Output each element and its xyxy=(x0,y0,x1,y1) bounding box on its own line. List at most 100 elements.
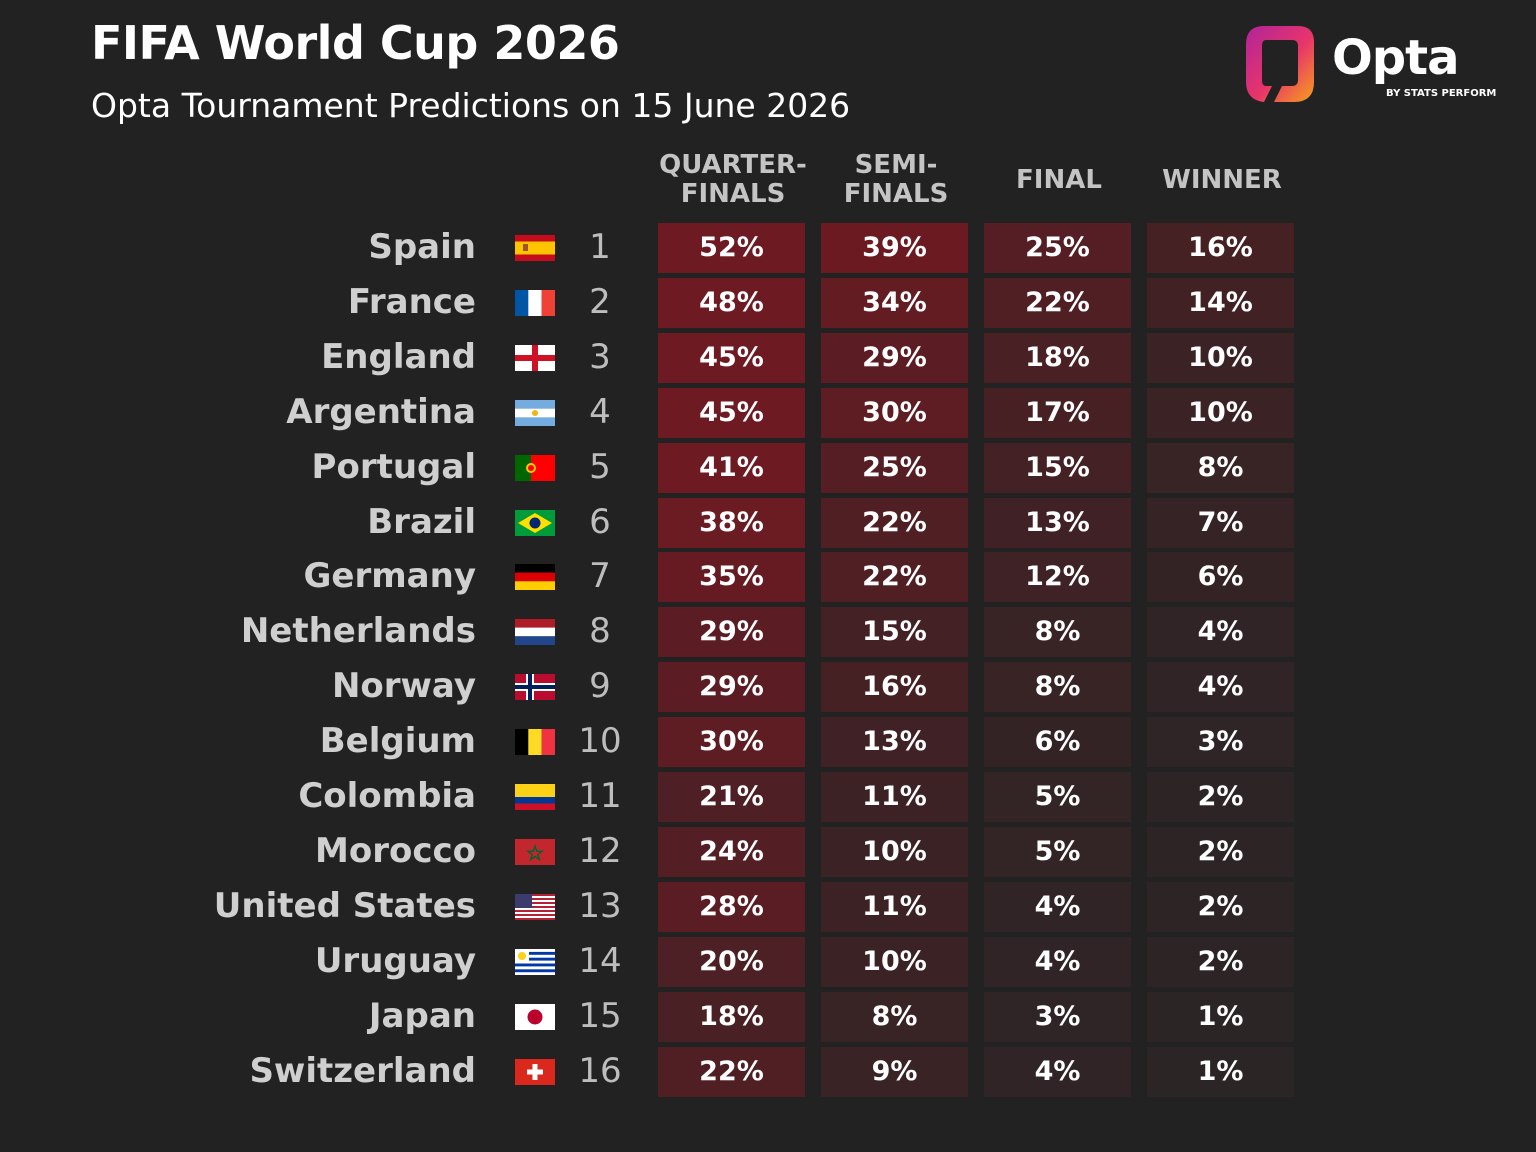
team-name-france: France xyxy=(347,281,476,322)
probability-cell: 7% xyxy=(1147,497,1294,548)
probability-cell: 4% xyxy=(984,881,1131,932)
probability-cell: 30% xyxy=(658,717,805,768)
probability-cell: 17% xyxy=(984,387,1131,438)
usa-flag-icon xyxy=(515,893,555,920)
probability-cell: 48% xyxy=(658,277,805,328)
team-name-portugal: Portugal xyxy=(311,446,476,487)
probability-cell: 4% xyxy=(1147,662,1294,713)
rank-number: 14 xyxy=(578,940,622,981)
argentina-flag-icon xyxy=(515,399,555,426)
probability-cell: 6% xyxy=(984,717,1131,768)
team-name-colombia: Colombia xyxy=(298,776,476,816)
probability-cell: 38% xyxy=(658,497,805,548)
team-name-brazil: Brazil xyxy=(367,501,476,542)
team-name-switzerland: Switzerland xyxy=(249,1050,476,1091)
probability-cell: 29% xyxy=(821,332,968,383)
probability-cell: 30% xyxy=(821,387,968,438)
probability-cell: 15% xyxy=(984,442,1131,493)
column-header-quarter-finals: QUARTER- FINALS xyxy=(659,150,807,209)
probability-cell: 22% xyxy=(658,1046,805,1097)
team-name-japan: Japan xyxy=(368,995,476,1036)
probability-cell: 22% xyxy=(821,552,968,603)
probability-cell: 11% xyxy=(821,881,968,932)
japan-flag-icon xyxy=(515,1003,555,1030)
probability-cell: 52% xyxy=(658,223,805,273)
probability-cell: 45% xyxy=(658,332,805,383)
probability-cell: 10% xyxy=(1147,332,1294,383)
probability-cell: 3% xyxy=(1147,717,1294,768)
column-header-semi-finals: SEMI- FINALS xyxy=(843,150,949,209)
rank-number: 12 xyxy=(578,830,622,871)
opta-logo-icon xyxy=(1246,26,1314,102)
probability-cell: 25% xyxy=(821,442,968,493)
probability-cell: 16% xyxy=(1147,223,1294,273)
team-name-spain: Spain xyxy=(368,227,476,267)
probability-cell: 25% xyxy=(984,223,1131,273)
rank-number: 1 xyxy=(589,227,611,267)
probability-cell: 8% xyxy=(821,991,968,1042)
opta-logo: Opta BY STATS PERFORM xyxy=(1244,22,1497,106)
probability-cell: 13% xyxy=(984,497,1131,548)
rank-number: 10 xyxy=(578,721,622,762)
probability-cell: 28% xyxy=(658,881,805,932)
team-name-england: England xyxy=(321,336,476,377)
team-name-netherlands: Netherlands xyxy=(240,611,476,652)
probability-cell: 34% xyxy=(821,277,968,328)
probability-cell: 22% xyxy=(984,277,1131,328)
probability-cell: 4% xyxy=(984,1046,1131,1097)
opta-wordmark: Opta xyxy=(1332,30,1459,86)
column-header-final: FINAL xyxy=(1016,164,1102,195)
probability-cell: 16% xyxy=(821,662,968,713)
probability-cell: 14% xyxy=(1147,277,1294,328)
rank-number: 16 xyxy=(578,1050,622,1091)
rank-number: 3 xyxy=(589,336,611,377)
team-name-norway: Norway xyxy=(331,666,476,707)
probability-cell: 2% xyxy=(1147,772,1294,822)
column-header-winner: WINNER xyxy=(1162,164,1282,195)
team-name-uruguay: Uruguay xyxy=(314,940,476,981)
probability-cell: 10% xyxy=(821,826,968,877)
probability-cell: 2% xyxy=(1147,826,1294,877)
probability-cell: 2% xyxy=(1147,936,1294,987)
probability-cell: 12% xyxy=(984,552,1131,603)
switzerland-flag-icon xyxy=(515,1058,555,1085)
probability-cell: 29% xyxy=(658,662,805,713)
chart-subtitle: Opta Tournament Predictions on 15 June 2… xyxy=(91,86,851,125)
brazil-flag-icon xyxy=(515,509,555,536)
probability-cell: 39% xyxy=(821,223,968,273)
probability-cell: 11% xyxy=(821,772,968,822)
probability-cell: 2% xyxy=(1147,881,1294,932)
probability-cell: 8% xyxy=(984,662,1131,713)
rank-number: 15 xyxy=(578,995,622,1036)
opta-tagline: BY STATS PERFORM xyxy=(1386,88,1497,99)
team-name-united-states: United States xyxy=(213,885,476,926)
probability-cell: 8% xyxy=(1147,442,1294,493)
rank-number: 11 xyxy=(578,776,622,816)
rank-number: 4 xyxy=(589,391,611,432)
probability-cell: 24% xyxy=(658,826,805,877)
rank-number: 5 xyxy=(589,446,611,487)
rank-number: 8 xyxy=(589,611,611,652)
probability-cell: 3% xyxy=(984,991,1131,1042)
probability-cell: 35% xyxy=(658,552,805,603)
colombia-flag-icon xyxy=(515,784,555,810)
netherlands-flag-icon xyxy=(515,619,555,646)
probability-cell: 15% xyxy=(821,607,968,658)
france-flag-icon xyxy=(515,289,555,316)
rank-number: 9 xyxy=(589,666,611,707)
morocco-flag-icon xyxy=(515,838,555,865)
team-name-argentina: Argentina xyxy=(286,391,476,432)
probability-cell: 1% xyxy=(1147,1046,1294,1097)
probability-cell: 8% xyxy=(984,607,1131,658)
chart-title: FIFA World Cup 2026 xyxy=(91,16,620,70)
team-name-morocco: Morocco xyxy=(315,830,476,871)
probability-cell: 5% xyxy=(984,826,1131,877)
probability-cell: 21% xyxy=(658,772,805,822)
probability-cell: 13% xyxy=(821,717,968,768)
norway-flag-icon xyxy=(515,674,555,701)
england-flag-icon xyxy=(515,344,555,371)
probability-cell: 41% xyxy=(658,442,805,493)
probability-cell: 22% xyxy=(821,497,968,548)
portugal-flag-icon xyxy=(515,454,555,481)
probability-cell: 4% xyxy=(984,936,1131,987)
